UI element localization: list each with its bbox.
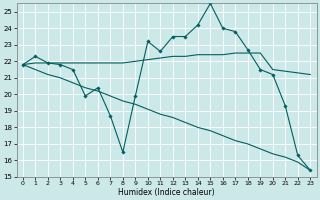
X-axis label: Humidex (Indice chaleur): Humidex (Indice chaleur) [118, 188, 215, 197]
